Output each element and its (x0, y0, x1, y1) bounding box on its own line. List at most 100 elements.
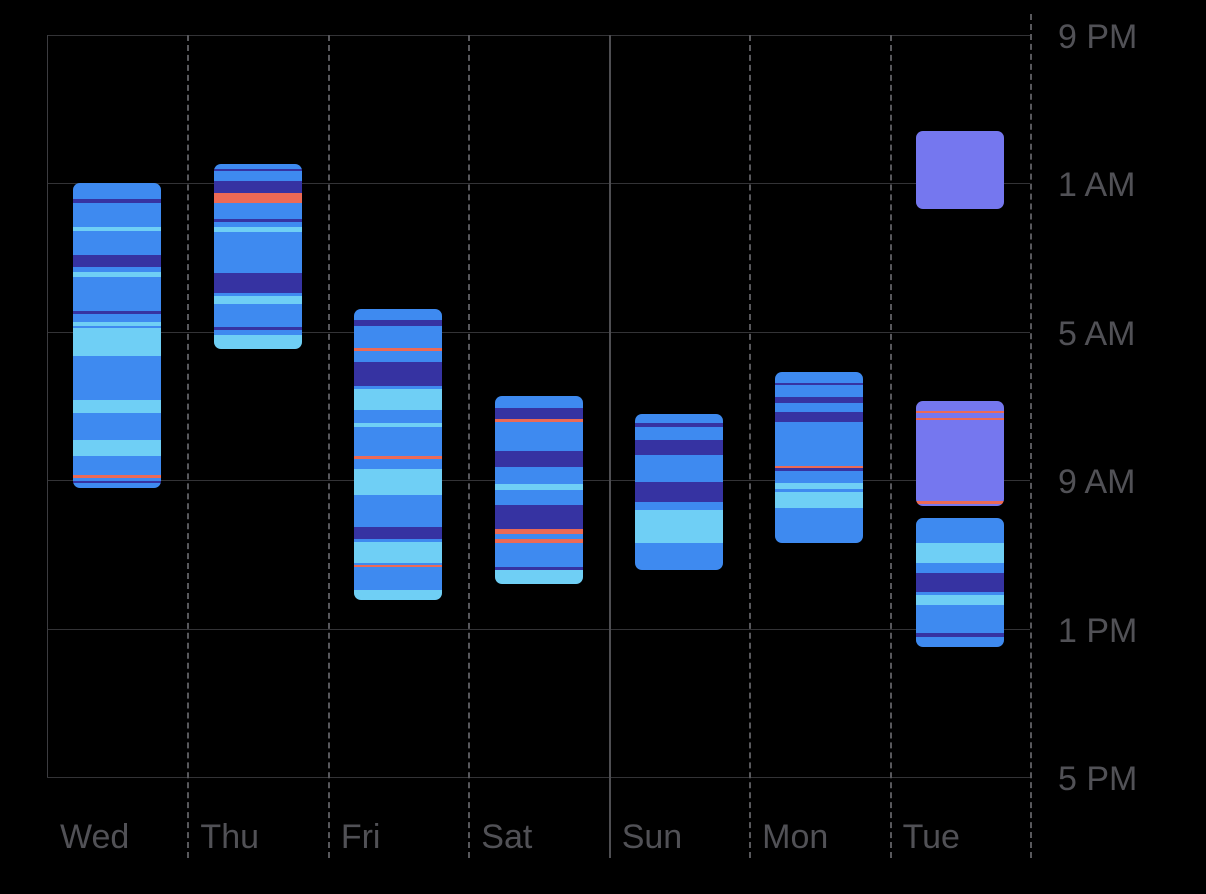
sleep-stage-segment-core (915, 562, 1004, 573)
grid-hline (47, 35, 1030, 36)
grid-vline (749, 35, 752, 858)
sleep-stage-segment-rem (354, 469, 443, 496)
sleep-stage-segment-deep (354, 361, 443, 386)
sleep-stage-segment-rem (915, 594, 1004, 605)
sleep-stage-segment-core (354, 567, 443, 590)
sleep-stage-segment-core (354, 427, 443, 457)
sleep-stage-segment-core (354, 495, 443, 527)
sleep-stage-segment-deep (915, 633, 1004, 638)
day-axis-label: Fri (340, 818, 381, 856)
sleep-stage-segment-core (915, 591, 1004, 595)
sleep-stage-segment-deep (915, 572, 1004, 592)
sleep-stage-segment-awake (213, 193, 302, 204)
sleep-stage-segment-rem (213, 227, 302, 232)
sleep-stage-segment-in_bed (915, 413, 1004, 418)
sleep-stage-segment-core (634, 454, 723, 483)
grid-vline (187, 35, 190, 858)
sleep-stage-segment-awake (354, 456, 443, 460)
sleep-stage-segment-core (213, 221, 302, 228)
sleep-session-bar[interactable] (73, 183, 162, 488)
sleep-session-bar[interactable] (915, 401, 1004, 507)
sleep-stage-segment-core (494, 542, 583, 567)
sleep-stage-segment-core (213, 164, 302, 169)
sleep-stage-segment-core (354, 562, 443, 566)
sleep-stage-segment-deep (213, 326, 302, 330)
sleep-stage-segment-core (354, 309, 443, 320)
sleep-stage-segment-rem (73, 272, 162, 277)
sleep-stage-segment-rem (354, 590, 443, 601)
sleep-stage-segment-core (775, 508, 864, 543)
sleep-stage-segment-rem (354, 542, 443, 563)
sleep-stage-segment-core (775, 384, 864, 398)
sleep-stage-segment-core (775, 371, 864, 383)
sleep-stage-segment-core (494, 533, 583, 539)
sleep-stage-segment-core (915, 518, 1004, 543)
day-axis-label: Sun (621, 818, 683, 856)
sleep-stage-segment-in_bed (915, 420, 1004, 501)
day-axis-label: Wed (60, 818, 130, 856)
sleep-stage-segment-core (494, 421, 583, 451)
sleep-stage-segment-awake (775, 466, 864, 469)
sleep-stage-segment-awake (354, 565, 443, 568)
sleep-stage-segment-deep (494, 407, 583, 419)
time-axis-label: 5 PM (1058, 760, 1138, 798)
sleep-stage-segment-rem (354, 423, 443, 428)
sleep-stage-segment-core (213, 231, 302, 273)
sleep-stage-segment-deep (73, 254, 162, 267)
sleep-stage-segment-deep (494, 450, 583, 467)
sleep-stage-segment-deep (494, 505, 583, 529)
day-axis-label: Thu (200, 818, 260, 856)
sleep-stage-segment-core (73, 183, 162, 199)
sleep-stage-segment-rem (73, 440, 162, 457)
sleep-session-bar[interactable] (775, 371, 864, 543)
sleep-session-bar[interactable] (213, 164, 302, 349)
sleep-stage-segment-rem (775, 492, 864, 508)
sleep-stage-segment-core (73, 266, 162, 273)
sleep-session-bar[interactable] (354, 309, 443, 601)
sleep-stage-segment-core (73, 413, 162, 441)
sleep-stage-segment-core (494, 395, 583, 408)
sleep-stage-segment-core (213, 329, 302, 336)
sleep-stage-segment-rem (73, 400, 162, 414)
sleep-stage-segment-core (213, 203, 302, 219)
sleep-stage-segment-core (354, 351, 443, 362)
sleep-stage-segment-core (775, 489, 864, 493)
sleep-stage-segment-core (775, 403, 864, 412)
sleep-session-bar[interactable] (494, 395, 583, 585)
sleep-stage-segment-core (73, 325, 162, 329)
sleep-stage-segment-core (73, 276, 162, 311)
sleep-stage-segment-core (634, 502, 723, 510)
sleep-stage-segment-core (775, 470, 864, 484)
day-axis-label: Tue (902, 818, 960, 856)
sleep-session-bar[interactable] (915, 518, 1004, 648)
sleep-stage-segment-rem (915, 542, 1004, 563)
sleep-stage-segment-awake (915, 500, 1004, 504)
sleep-stage-segment-core (494, 466, 583, 484)
sleep-stage-segment-rem (213, 295, 302, 304)
grid-hline (47, 777, 1030, 778)
sleep-stage-segment-core (775, 421, 864, 467)
sleep-stage-segment-core (634, 542, 723, 570)
sleep-stage-segment-rem (354, 388, 443, 411)
day-axis-label: Mon (762, 818, 829, 856)
sleep-stage-segment-awake (354, 348, 443, 352)
sleep-stage-segment-deep (775, 411, 864, 422)
sleep-stage-segment-deep (775, 382, 864, 385)
sleep-session-bar[interactable] (634, 414, 723, 570)
sleep-stage-segment-core (73, 203, 162, 228)
sleep-session-bar[interactable] (915, 131, 1004, 209)
sleep-stage-segment-deep (634, 482, 723, 503)
sleep-stage-segment-deep (634, 423, 723, 428)
sleep-stage-segment-awake (73, 474, 162, 478)
sleep-stage-segment-deep (73, 311, 162, 314)
grid-vline (47, 35, 48, 777)
sleep-stage-segment-deep (494, 566, 583, 570)
sleep-stage-segment-deep (73, 480, 162, 484)
time-axis-label: 9 PM (1058, 18, 1138, 56)
sleep-stage-segment-core (354, 459, 443, 470)
sleep-stage-segment-deep (213, 219, 302, 222)
sleep-stage-segment-core (73, 483, 162, 488)
sleep-stage-segment-core (634, 414, 723, 424)
sleep-stage-segment-core (354, 325, 443, 349)
